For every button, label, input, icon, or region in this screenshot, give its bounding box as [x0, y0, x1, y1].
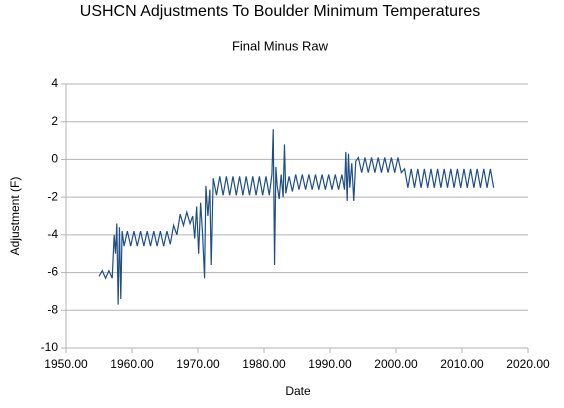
y-tick-label: -10: [41, 340, 59, 354]
x-axis-label: Date: [285, 384, 311, 398]
chart-title: USHCN Adjustments To Boulder Minimum Tem…: [80, 3, 480, 20]
y-tick-label: 4: [51, 76, 58, 90]
y-tick-label: -6: [47, 265, 58, 279]
x-tick-label: 1960.00: [110, 357, 154, 371]
y-axis-label: Adjustment (F): [8, 177, 22, 256]
x-tick-label: 1980.00: [242, 357, 286, 371]
x-tick-label: 2010.00: [440, 357, 484, 371]
x-tick-label: 2020.00: [506, 357, 550, 371]
x-tick-label: 1970.00: [176, 357, 220, 371]
chart-subtitle: Final Minus Raw: [232, 38, 329, 53]
y-tick-label: -2: [47, 189, 58, 203]
y-tick-label: 2: [51, 114, 58, 128]
x-tick-label: 2000.00: [374, 357, 418, 371]
y-tick-label: -4: [47, 227, 58, 241]
x-tick-label: 1950.00: [44, 357, 88, 371]
x-tick-label: 1990.00: [308, 357, 352, 371]
y-tick-label: -8: [47, 302, 58, 316]
y-tick-label: 0: [51, 152, 58, 166]
data-line: [98, 129, 495, 305]
